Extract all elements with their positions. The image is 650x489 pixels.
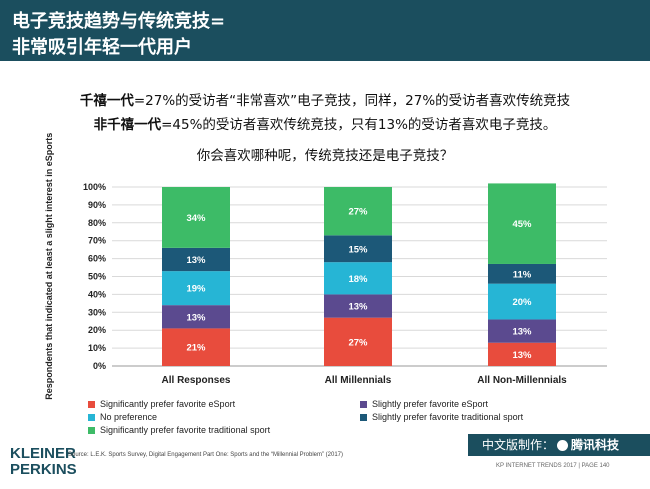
- subtitle-line2-bold: 非千禧一代: [93, 117, 162, 133]
- y-tick-label: 10%: [88, 343, 106, 353]
- bar-data-label: 21%: [186, 343, 206, 354]
- kp-logo-line1: KLEINER: [10, 445, 76, 462]
- bar-segment: [162, 271, 230, 306]
- bar-data-label: 13%: [186, 255, 206, 266]
- chart-bars: 21% 13% 19% 13% 34% 27% 13% 18% 15% 27% 13% 13% 20% 1…: [162, 183, 556, 366]
- bar-data-label: 45%: [512, 219, 532, 230]
- legend-label: Significantly prefer favorite traditiona…: [100, 425, 271, 435]
- x-tick-label: All Millennials: [325, 375, 392, 386]
- bar-segment: [488, 283, 556, 320]
- bar-segment: [488, 263, 556, 284]
- chart-question: 你会喜欢哪种呢，传统竞技还是电子竞技？: [196, 148, 454, 164]
- y-tick-label: 60%: [88, 254, 106, 264]
- bar-data-label: 20%: [512, 297, 532, 308]
- subtitle-line2-text: =45%的受访者喜欢传统竞技，只有13%的受访者喜欢电子竞技。: [161, 117, 557, 133]
- y-axis-ticks: 0% 10% 20% 30% 40% 50% 60% 70% 80% 90% 100%: [83, 182, 106, 371]
- bar-data-label: 11%: [513, 269, 532, 280]
- bar-segment: [162, 247, 230, 272]
- legend-item: Significantly prefer favorite eSport: [88, 399, 235, 409]
- kp-logo-line2: PERKINS: [10, 461, 77, 478]
- legend-swatch: [360, 401, 367, 409]
- bar-segment: [162, 187, 230, 248]
- bar-segment: [324, 262, 392, 295]
- credit-brand: 腾讯科技: [571, 438, 620, 452]
- legend-item: Significantly prefer favorite traditiona…: [88, 425, 270, 435]
- y-axis-label: % of Respondents that indicated at least…: [44, 133, 54, 400]
- legend-label: Slightly prefer favorite traditional spo…: [372, 412, 524, 422]
- legend-swatch: [88, 414, 95, 422]
- bar-data-label: 13%: [186, 312, 206, 323]
- legend-item: Slightly prefer favorite eSport: [360, 399, 488, 409]
- bar-segment: [488, 319, 556, 343]
- legend-label: No preference: [100, 412, 158, 422]
- x-tick-label: All Non-Millennials: [477, 375, 567, 386]
- bar-segment: [488, 342, 556, 366]
- subtitle-line2: 非千禧一代=45%的受访者喜欢传统竞技，只有13%的受访者喜欢电子竞技。: [0, 113, 650, 133]
- y-tick-label: 30%: [88, 307, 106, 317]
- legend-label: Slightly prefer favorite eSport: [372, 399, 489, 409]
- bar-segment: [324, 317, 392, 366]
- header-banner: 电子竞技趋势与传统竞技= 非常吸引年轻一代用户: [0, 0, 650, 61]
- page-title-line1: 电子竞技趋势与传统竞技=: [12, 11, 226, 32]
- x-axis-labels: All Responses All Millennials All Non-Mill…: [162, 375, 568, 386]
- source-note: Source: L.E.K. Sports Survey, Digital En…: [68, 452, 344, 458]
- bar-data-label: 15%: [348, 244, 368, 255]
- y-tick-label: 80%: [88, 218, 106, 228]
- legend-label: Significantly prefer favorite eSport: [100, 399, 236, 409]
- credit-banner: 中文版制作： 腾讯科技: [468, 434, 650, 456]
- y-tick-label: 20%: [88, 325, 106, 335]
- bar-segment: [324, 294, 392, 318]
- y-tick-label: 70%: [88, 236, 106, 246]
- legend-item: Slightly prefer favorite traditional spo…: [360, 412, 523, 422]
- x-tick-label: All Responses: [162, 375, 231, 386]
- y-tick-label: 50%: [88, 272, 106, 282]
- bar-segment: [162, 328, 230, 366]
- page-title-line2: 非常吸引年轻一代用户: [12, 37, 192, 58]
- y-tick-label: 90%: [88, 200, 106, 210]
- report-page: KP INTERNET TRENDS 2017 | PAGE 140: [496, 463, 610, 469]
- stacked-bar-chart: 0% 10% 20% 30% 40% 50% 60% 70% 80% 90% 100% 21% 13%…: [44, 133, 607, 400]
- credit-prefix: 中文版制作：: [482, 438, 555, 452]
- subtitle-line1: 千禧一代=27%的受访者“非常喜欢”电子竞技，同样，27%的受访者喜欢传统竞技: [0, 89, 650, 109]
- bar-data-label: 27%: [348, 207, 368, 218]
- bar-data-label: 13%: [512, 350, 532, 361]
- bar-data-label: 18%: [348, 274, 368, 285]
- bar-segment: [324, 235, 392, 263]
- y-tick-label: 40%: [88, 289, 106, 299]
- bar-data-label: 13%: [512, 327, 532, 338]
- subtitle-line1-bold: 千禧一代: [79, 93, 134, 109]
- y-tick-label: 100%: [83, 182, 106, 192]
- bar-data-label: 19%: [186, 284, 206, 295]
- bar-data-label: 27%: [348, 337, 368, 348]
- subtitle-line1-text: =27%的受访者“非常喜欢”电子竞技，同样，27%的受访者喜欢传统竞技: [133, 93, 571, 109]
- bar-segment: [162, 305, 230, 329]
- bar-segment: [488, 183, 556, 264]
- bar-data-label: 13%: [348, 302, 368, 313]
- legend-swatch: [360, 414, 367, 422]
- legend-item: No preference: [88, 412, 157, 422]
- tencent-logo-icon: [557, 440, 569, 451]
- legend-swatch: [88, 401, 95, 409]
- bar-segment: [324, 187, 392, 236]
- y-tick-label: 0%: [93, 361, 106, 371]
- legend-swatch: [88, 427, 95, 435]
- bar-data-label: 34%: [186, 213, 206, 224]
